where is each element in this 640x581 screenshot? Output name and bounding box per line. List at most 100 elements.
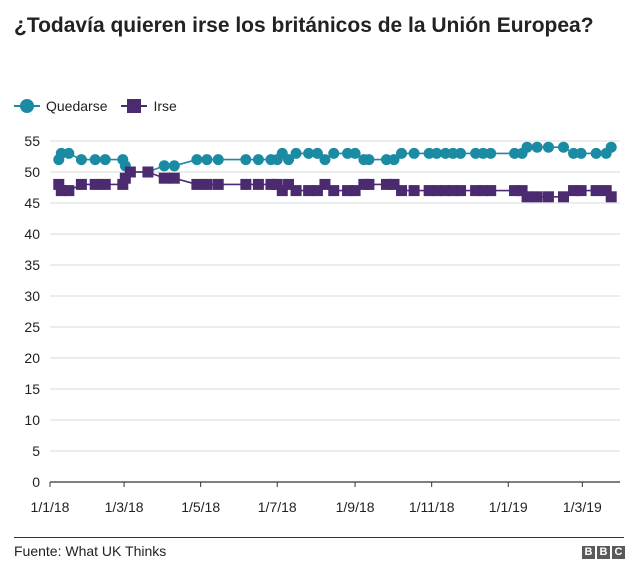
- data-point-quedarse: [568, 147, 580, 159]
- data-point-quedarse: [423, 147, 435, 159]
- legend-square-icon: [121, 99, 148, 113]
- data-point-quedarse: [201, 154, 213, 166]
- data-point-quedarse: [396, 147, 408, 159]
- data-point-quedarse: [470, 147, 482, 159]
- x-tick-label: 1/1/19: [489, 499, 528, 515]
- data-point-irse: [276, 185, 288, 197]
- bbc-logo-letter: C: [612, 546, 625, 559]
- line-chart: 0 5 10 15 20 25 30 35 40 45 50 55 1/1/18 1/3/18 1/5/18…: [24, 133, 620, 515]
- x-tick-label: 1/3/18: [105, 499, 144, 515]
- data-point-irse: [191, 178, 203, 190]
- data-point-irse: [158, 172, 170, 184]
- data-point-irse: [201, 178, 213, 190]
- data-point-irse: [568, 185, 580, 197]
- y-tick-label: 15: [24, 381, 40, 397]
- data-point-quedarse: [252, 154, 264, 166]
- data-point-quedarse: [531, 141, 543, 153]
- x-tick-label: 1/7/18: [258, 499, 297, 515]
- y-tick-label: 55: [24, 133, 40, 149]
- data-point-quedarse: [431, 147, 443, 159]
- data-point-irse: [117, 178, 129, 190]
- data-point-quedarse: [168, 160, 180, 172]
- data-point-irse: [303, 185, 315, 197]
- y-tick-label: 50: [24, 164, 40, 180]
- y-tick-label: 25: [24, 319, 40, 335]
- data-point-irse: [485, 185, 497, 197]
- data-point-quedarse: [447, 147, 459, 159]
- data-point-irse: [477, 185, 489, 197]
- data-point-irse: [271, 178, 283, 190]
- data-point-irse: [600, 185, 612, 197]
- data-point-quedarse: [319, 154, 331, 166]
- bbc-logo-letter: B: [582, 546, 595, 559]
- data-point-irse: [142, 166, 154, 178]
- data-point-irse: [252, 178, 264, 190]
- source-note: Fuente: What UK Thinks: [14, 543, 167, 559]
- data-point-irse: [423, 185, 435, 197]
- data-point-irse: [516, 185, 528, 197]
- data-point-quedarse: [477, 147, 489, 159]
- data-point-irse: [75, 178, 87, 190]
- x-tick-label: 1/11/18: [409, 499, 455, 515]
- data-point-irse: [388, 178, 400, 190]
- y-tick-label: 10: [24, 412, 40, 428]
- data-point-quedarse: [240, 154, 252, 166]
- legend-circle-icon: [14, 99, 40, 113]
- data-point-irse: [558, 191, 570, 203]
- chart-title: ¿Todavía quieren irse los británicos de …: [14, 14, 594, 37]
- data-point-quedarse: [158, 160, 170, 172]
- data-point-irse: [319, 178, 331, 190]
- data-point-quedarse: [191, 154, 203, 166]
- data-point-quedarse: [388, 154, 400, 166]
- data-point-quedarse: [212, 154, 224, 166]
- data-point-quedarse: [439, 147, 451, 159]
- data-point-irse: [431, 185, 443, 197]
- y-tick-label: 40: [24, 226, 40, 242]
- data-point-quedarse: [380, 154, 392, 166]
- data-point-irse: [63, 185, 75, 197]
- data-point-irse: [531, 191, 543, 203]
- data-point-irse: [521, 191, 533, 203]
- data-point-irse: [447, 185, 459, 197]
- data-point-irse: [328, 185, 340, 197]
- data-point-quedarse: [283, 154, 295, 166]
- data-point-quedarse: [89, 154, 101, 166]
- data-point-irse: [240, 178, 252, 190]
- data-point-irse: [380, 178, 392, 190]
- data-point-irse: [311, 185, 323, 197]
- data-point-irse: [590, 185, 602, 197]
- legend-item-quedarse: Quedarse: [14, 98, 107, 114]
- data-point-quedarse: [75, 154, 87, 166]
- data-point-irse: [290, 185, 302, 197]
- y-tick-label: 0: [32, 474, 40, 490]
- data-point-quedarse: [55, 147, 67, 159]
- data-point-quedarse: [590, 147, 602, 159]
- x-tick-label: 1/1/18: [31, 499, 70, 515]
- data-point-irse: [168, 172, 180, 184]
- data-point-irse: [542, 191, 554, 203]
- data-point-quedarse: [311, 147, 323, 159]
- data-point-quedarse: [303, 147, 315, 159]
- data-point-irse: [439, 185, 451, 197]
- data-point-quedarse: [521, 141, 533, 153]
- data-point-irse: [509, 185, 521, 197]
- data-point-irse: [342, 185, 354, 197]
- y-tick-label: 20: [24, 350, 40, 366]
- data-point-quedarse: [63, 147, 75, 159]
- data-point-irse: [349, 185, 361, 197]
- legend-label-irse: Irse: [153, 98, 177, 114]
- data-point-irse: [99, 178, 111, 190]
- data-point-irse: [53, 178, 65, 190]
- data-point-quedarse: [290, 147, 302, 159]
- data-point-quedarse: [99, 154, 111, 166]
- data-point-irse: [212, 178, 224, 190]
- data-point-quedarse: [455, 147, 467, 159]
- data-point-irse: [396, 185, 408, 197]
- data-point-quedarse: [342, 147, 354, 159]
- data-point-irse: [55, 185, 67, 197]
- bbc-logo: B B C: [580, 546, 625, 559]
- data-point-quedarse: [363, 154, 375, 166]
- data-point-quedarse: [605, 141, 617, 153]
- legend-item-irse: Irse: [121, 98, 177, 114]
- bbc-logo-letter: B: [597, 546, 610, 559]
